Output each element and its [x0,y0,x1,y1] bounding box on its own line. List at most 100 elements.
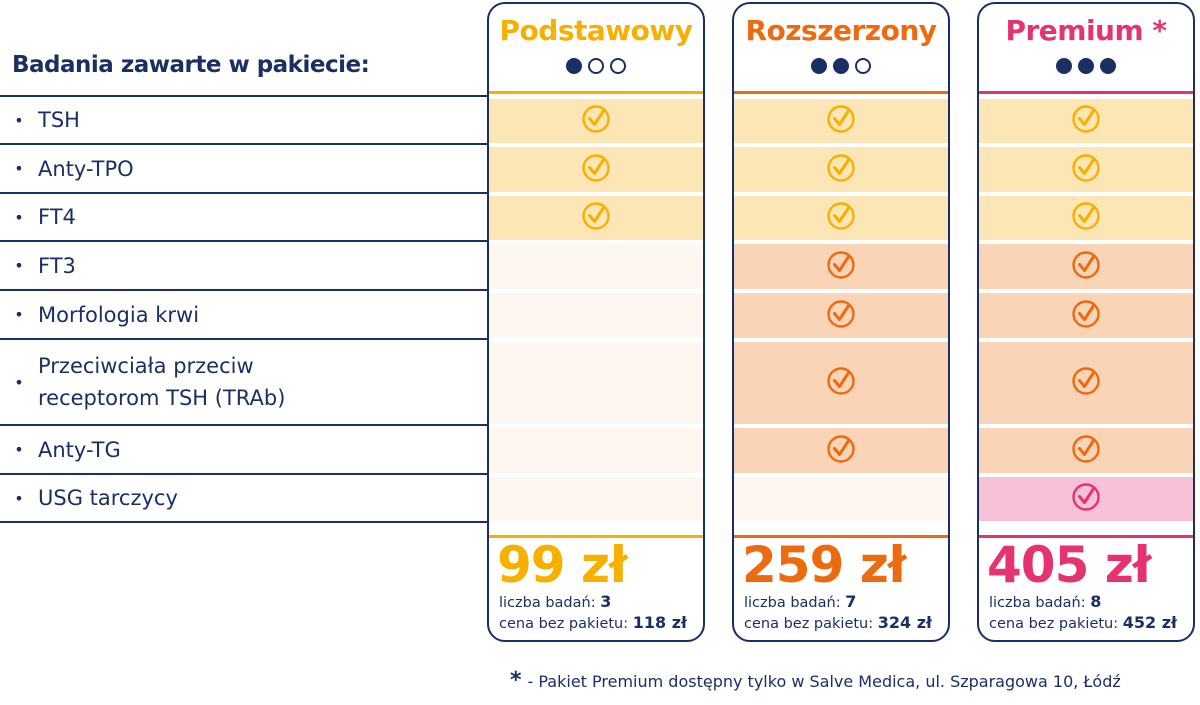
check-circle-icon [1071,104,1101,138]
footnote: * - Pakiet Premium dostępny tylko w Salve… [510,668,1121,693]
plan-card-podstawowy: Podstawowy 99 zł liczba badań: 3 cena bez p… [487,2,705,642]
check-circle-icon [826,104,856,138]
test-count: liczba badań: 3 [499,592,611,611]
plan-price: 259 zł [742,536,906,594]
test-name: FT4 [38,205,76,229]
regular-price: cena bez pakietu: 118 zł [499,613,687,632]
plan-price: 405 zł [987,536,1151,594]
included-cell [734,428,948,473]
level-indicator [489,58,703,74]
test-name: Morfologia krwi [38,302,200,327]
row-divider [0,521,487,523]
test-name: Anty-TG [38,437,121,462]
bullet: • [14,440,24,459]
empty-cell [489,244,703,289]
regular-price: cena bez pakietu: 324 zł [744,613,932,632]
row-divider [0,338,487,340]
test-name: FT3 [38,253,76,278]
row-divider [0,143,487,145]
plan-card-rozszerzony: Rozszerzony 259 zł liczba badań: 7 cena bez… [732,2,950,642]
check-circle-icon [826,250,856,284]
footnote-star: * [510,668,522,693]
plan-name: Premium * [1005,14,1167,47]
regular-price-label: cena bez pakietu: [744,616,874,632]
regular-price-value: 324 zł [877,613,932,632]
check-circle-icon [826,153,856,187]
bullet: • [14,159,24,178]
test-row: • Anty-TG [0,426,480,473]
bullet: • [14,372,24,392]
test-row: • Morfologia krwi [0,291,480,338]
check-circle-icon [1071,482,1101,516]
included-cell [979,428,1193,473]
tests-header: Badania zawarte w pakiecie: [12,52,370,78]
dot-icon [811,58,827,74]
included-cell [734,244,948,289]
included-cell [979,99,1193,143]
row-divider [0,240,487,242]
row-divider [0,289,487,291]
check-circle-icon [1071,250,1101,284]
test-row: • Anty-TPO [0,145,480,192]
dot-icon [1100,58,1116,74]
check-circle-icon [1071,299,1101,333]
dot-icon [588,58,604,74]
test-name: TSH [38,108,80,132]
plan-divider [734,91,948,94]
test-row: • FT3 [0,242,480,289]
test-name: Przeciwciała przeciw receptorom TSH (TRA… [38,354,286,410]
check-circle-icon [1071,366,1101,400]
test-name: Anty-TPO [38,156,134,181]
dot-icon [1078,58,1094,74]
empty-cell [734,477,948,521]
check-circle-icon [1071,153,1101,187]
regular-price-value: 452 zł [1122,613,1177,632]
bullet: • [14,110,24,130]
test-row: • TSH [0,97,480,143]
row-divider [0,192,487,194]
footnote-text: - Pakiet Premium dostępny tylko w Salve … [527,672,1121,691]
count-value: 3 [600,592,612,611]
test-row: • FT4 [0,194,480,240]
included-cell [979,244,1193,289]
included-cell [734,196,948,240]
check-circle-icon [826,366,856,400]
included-cell [734,99,948,143]
included-cell [734,342,948,424]
plan-divider [979,91,1193,94]
test-count: liczba badań: 8 [989,592,1101,611]
included-cell [734,147,948,192]
dot-icon [566,58,582,74]
count-value: 8 [1090,592,1102,611]
plan-divider [489,535,703,538]
check-circle-icon [581,153,611,187]
test-name: USG tarczycy [38,486,178,510]
check-circle-icon [826,434,856,468]
empty-cell [489,477,703,521]
included-cell [979,196,1193,240]
count-value: 7 [845,592,857,611]
dot-icon [855,58,871,74]
bullet: • [14,256,24,275]
included-cell [489,99,703,143]
level-indicator [979,58,1193,74]
plan-divider [979,535,1193,538]
empty-cell [489,428,703,473]
dot-icon [1056,58,1072,74]
plan-price: 99 zł [497,536,628,594]
regular-price: cena bez pakietu: 452 zł [989,613,1177,632]
test-row: • Przeciwciała przeciw receptorom TSH (TR… [0,340,480,424]
bullet: • [14,305,24,324]
check-circle-icon [581,104,611,138]
check-circle-icon [1071,434,1101,468]
regular-price-value: 118 zł [632,613,687,632]
included-cell [979,147,1193,192]
check-circle-icon [826,299,856,333]
test-count: liczba badań: 7 [744,592,856,611]
count-label: liczba badań: [499,595,596,611]
included-cell [734,293,948,338]
included-cell [489,196,703,240]
row-divider [0,424,487,426]
test-row: • USG tarczycy [0,475,480,521]
count-label: liczba badań: [744,595,841,611]
